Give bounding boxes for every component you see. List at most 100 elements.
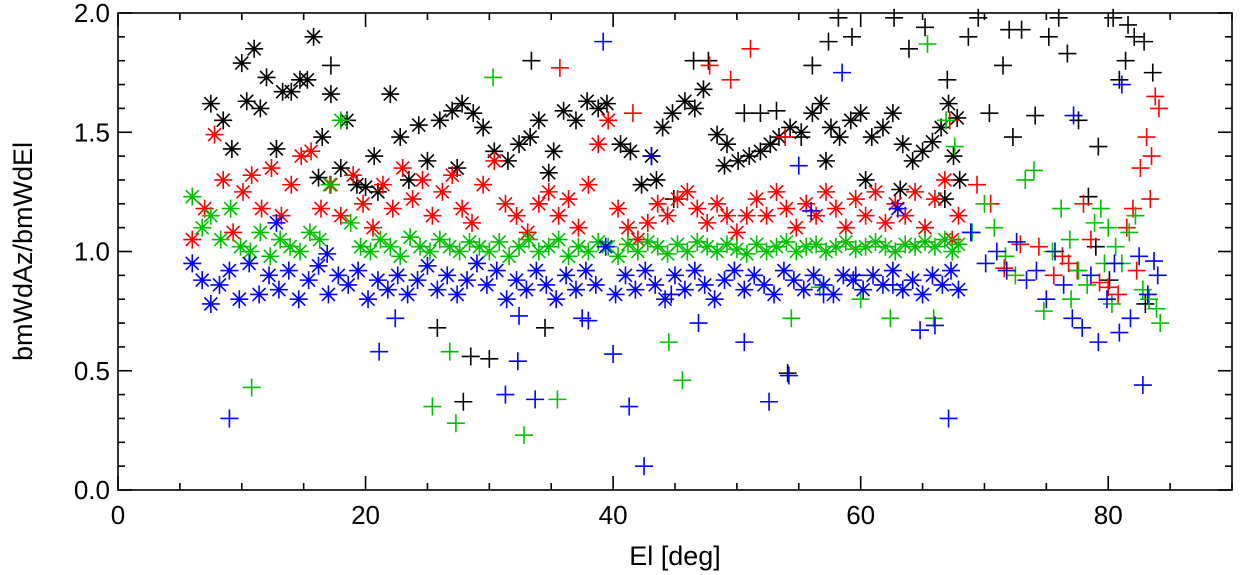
data-point-asterisk — [271, 230, 290, 249]
data-point-asterisk — [539, 182, 558, 201]
data-point-asterisk — [201, 94, 220, 113]
data-point-asterisk — [391, 247, 410, 266]
data-point-asterisk — [891, 180, 910, 199]
data-point-asterisk — [289, 290, 308, 309]
data-point-plus — [885, 8, 904, 27]
data-point-plus — [976, 254, 995, 273]
data-marks — [183, 8, 1170, 476]
data-point-asterisk — [599, 111, 618, 130]
data-point-plus — [819, 32, 838, 51]
data-point-asterisk — [896, 206, 915, 225]
data-point-asterisk — [787, 218, 806, 237]
data-point-asterisk — [826, 199, 845, 218]
data-point-asterisk — [761, 135, 780, 154]
data-point-asterisk — [851, 104, 870, 123]
x-tick-label: 0 — [111, 500, 125, 530]
data-point-asterisk — [913, 142, 932, 161]
data-point-asterisk — [378, 280, 397, 299]
data-point-plus — [1145, 252, 1164, 271]
data-point-asterisk — [267, 139, 286, 158]
data-point-plus — [1147, 299, 1166, 318]
data-point-asterisk — [688, 199, 707, 218]
data-point-asterisk — [252, 199, 271, 218]
data-point-asterisk — [886, 242, 905, 261]
data-point-asterisk — [339, 275, 358, 294]
data-point-plus — [1121, 309, 1140, 328]
data-point-asterisk — [715, 156, 734, 175]
data-point-asterisk — [381, 237, 400, 256]
data-point-asterisk — [943, 242, 962, 261]
data-point-asterisk — [949, 280, 968, 299]
data-point-plus — [1064, 106, 1083, 125]
data-point-plus — [1034, 302, 1053, 321]
data-point-plus — [778, 364, 797, 383]
data-point-asterisk — [403, 190, 422, 209]
data-point-plus — [508, 352, 527, 371]
data-point-plus — [514, 426, 533, 445]
data-point-plus — [480, 349, 499, 368]
data-point-asterisk — [368, 182, 387, 201]
data-point-asterisk — [302, 142, 321, 161]
data-point-asterisk — [398, 285, 417, 304]
data-point-asterisk — [329, 266, 348, 285]
data-point-asterisk — [757, 242, 776, 261]
data-point-asterisk — [727, 240, 746, 259]
data-point-asterisk — [708, 242, 727, 261]
data-point-plus — [484, 68, 503, 87]
data-point-asterisk — [606, 285, 625, 304]
data-point-asterisk — [841, 111, 860, 130]
data-point-asterisk — [440, 237, 459, 256]
data-point-asterisk — [290, 242, 309, 261]
data-point-plus — [1081, 230, 1100, 249]
data-point-plus — [1091, 199, 1110, 218]
data-point-asterisk — [331, 111, 350, 130]
data-point-plus — [1073, 318, 1092, 337]
x-tick-labels: 0 20 40 60 80 — [111, 500, 1123, 530]
data-point-plus — [1110, 323, 1129, 342]
data-point-asterisk — [638, 213, 657, 232]
data-point-asterisk — [443, 101, 462, 120]
data-point-asterisk — [935, 230, 954, 249]
data-point-plus — [370, 342, 389, 361]
x-axis-title: El [deg] — [629, 541, 721, 571]
data-point-asterisk — [668, 235, 687, 254]
data-point-asterisk — [925, 190, 944, 209]
data-point-plus — [1049, 8, 1068, 27]
data-point-plus — [911, 321, 930, 340]
data-point-asterisk — [241, 242, 260, 261]
data-point-asterisk — [876, 237, 895, 256]
data-point-asterisk — [221, 199, 240, 218]
data-point-plus — [1102, 294, 1121, 313]
data-point-asterisk — [393, 159, 412, 178]
data-point-plus — [594, 32, 613, 51]
data-point-asterisk — [765, 285, 784, 304]
data-point-plus — [802, 201, 821, 220]
data-point-asterisk — [507, 271, 526, 290]
data-point-asterisk — [609, 247, 628, 266]
data-point-plus — [510, 306, 529, 325]
data-point-asterisk — [647, 170, 666, 189]
data-point-asterisk — [632, 175, 651, 194]
data-point-plus — [662, 285, 681, 304]
data-point-plus — [961, 223, 980, 242]
data-point-asterisk — [321, 85, 340, 104]
data-point-plus — [1007, 232, 1026, 251]
data-point-asterisk — [356, 178, 375, 197]
data-point-asterisk — [735, 280, 754, 299]
data-point-plus — [1079, 187, 1098, 206]
data-point-plus — [1120, 223, 1139, 242]
data-point-plus — [1026, 106, 1045, 125]
data-point-asterisk — [774, 261, 793, 280]
data-point-plus — [1099, 278, 1118, 297]
data-point-asterisk — [464, 104, 483, 123]
data-point-asterisk — [616, 266, 635, 285]
data-point-asterisk — [453, 94, 472, 113]
data-point-asterisk — [589, 99, 608, 118]
data-point-asterisk — [646, 275, 665, 294]
data-point-plus — [1133, 280, 1152, 299]
data-point-asterisk — [311, 199, 330, 218]
data-point-asterisk — [344, 166, 363, 185]
x-tick-label: 80 — [1094, 500, 1123, 530]
data-point-asterisk — [537, 275, 556, 294]
data-point-asterisk — [250, 285, 269, 304]
